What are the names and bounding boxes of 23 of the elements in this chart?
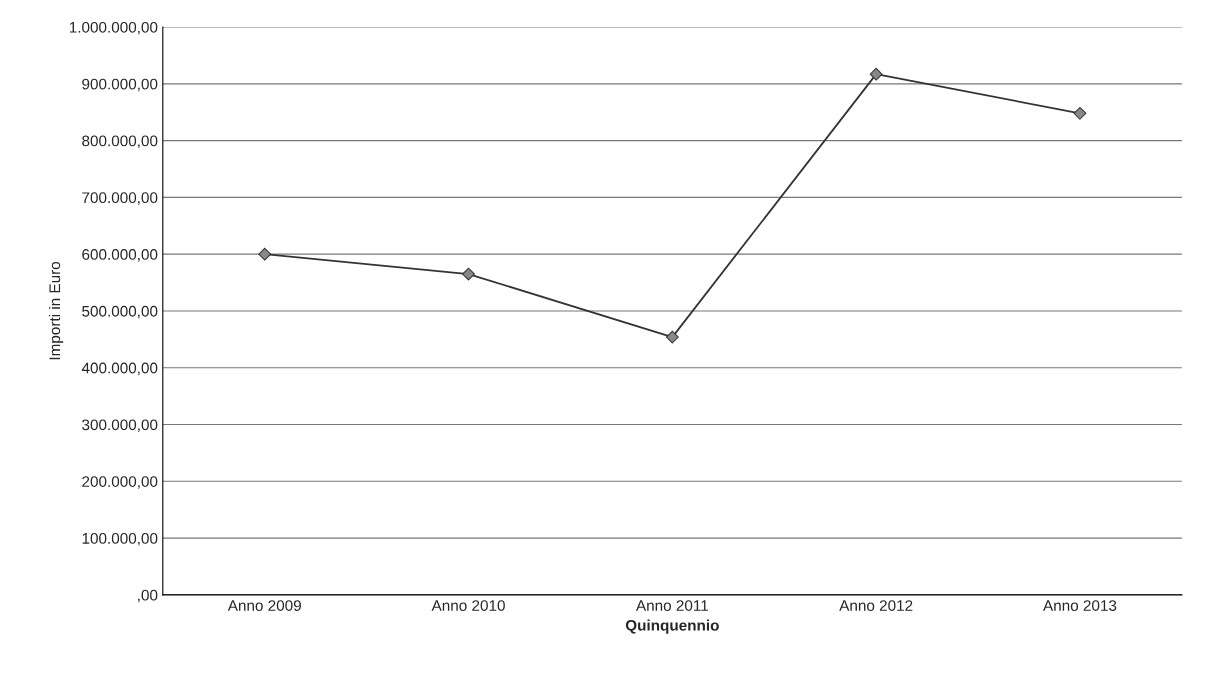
point [665, 330, 679, 344]
y-tick-label: 1.000.000,00 [69, 21, 158, 35]
x-axis-title: Quinquennio [625, 619, 719, 634]
point [1073, 106, 1087, 120]
y-tick-label: 600.000,00 [82, 249, 158, 262]
y-tick-label: 700.000,00 [82, 192, 158, 205]
y-tick-label: ,00 [138, 589, 158, 603]
y-tick-label: 300.000,00 [82, 419, 158, 433]
y-tick-label: 100.000,00 [82, 532, 158, 546]
x-tick-label: Anno 2009 [227, 600, 301, 611]
y-tick-label: 400.000,00 [81, 362, 158, 376]
x-tick-label: Anno 2013 [1043, 600, 1117, 611]
point [869, 67, 883, 81]
y-tick-label: 500.000,00 [82, 305, 158, 319]
y-tick-label: 200.000,00 [82, 476, 158, 489]
x-tick-label: Anno 2010 [431, 600, 505, 611]
y-tick-label: 800.000,00 [82, 135, 158, 149]
y-axis-title: Importi in Euro [48, 261, 64, 360]
x-tick-label: Anno 2011 [635, 600, 708, 611]
point [462, 267, 475, 281]
y-tick-label: 900.000,00 [82, 78, 158, 92]
point [258, 247, 272, 261]
x-tick-label: Anno 2012 [839, 600, 913, 611]
